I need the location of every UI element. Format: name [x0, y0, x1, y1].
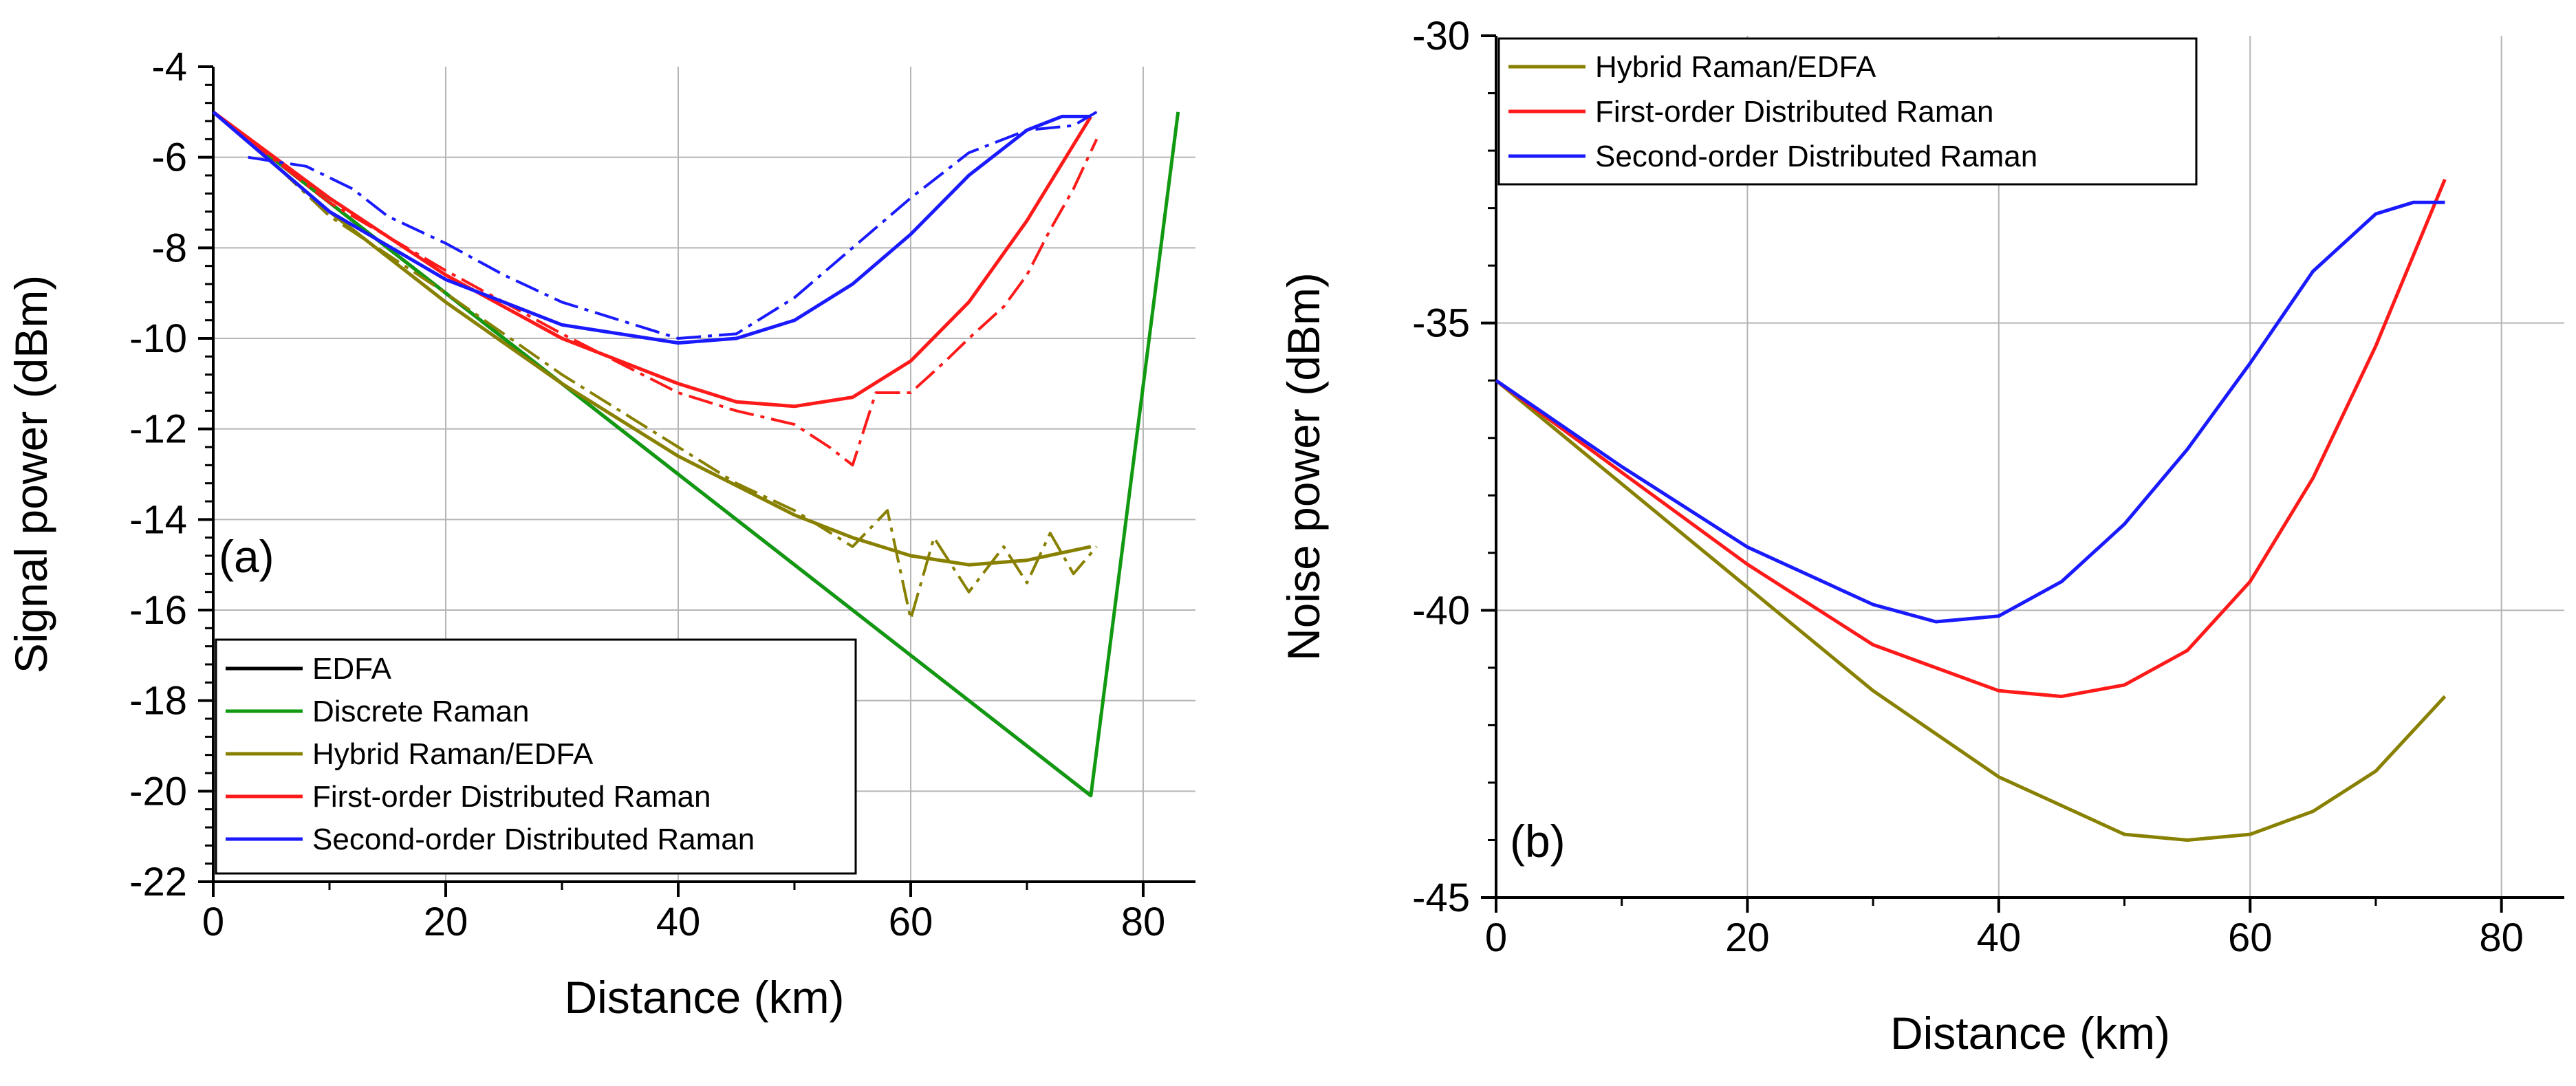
panel-a-y-tick-label: -10	[129, 316, 187, 361]
panel-a-legend-label-first-order-distributed-raman: First-order Distributed Raman	[312, 780, 711, 814]
panel-b-x-tick-label: 20	[1725, 915, 1770, 960]
panel-b-y-tick-label: -40	[1412, 588, 1470, 633]
panel-a-series-second-order-distributed-raman-measured	[248, 112, 1097, 338]
panel-b-legend-label-first-order-distributed-raman: First-order Distributed Raman	[1595, 95, 1994, 129]
panel-a-x-axis-title: Distance (km)	[564, 972, 844, 1023]
panel-b-y-tick-label: -35	[1412, 301, 1470, 346]
panel-b-y-tick-label: -45	[1412, 876, 1470, 920]
panel-b: 0 20 40 60 80 -45 -40 -35 -30 (b) Distance (km) Noi…	[1278, 14, 2564, 1058]
panel-a-y-tick-label: -14	[129, 497, 187, 542]
panel-b-series-second-order-distributed-raman	[1496, 202, 2445, 622]
chart-figure: 0 20 40 60 80 -22 -20 -18 -16 -14 -12 -10 -8 -6 -4 (a) D…	[0, 0, 2576, 1086]
panel-a-label: (a)	[219, 531, 274, 582]
panel-b-x-tick-label: 60	[2228, 915, 2273, 960]
panel-b-x-tick-label: 40	[1977, 915, 2022, 960]
panel-a-y-tick-label: -18	[129, 679, 187, 724]
panel-b-y-axis-title: Noise power (dBm)	[1278, 272, 1329, 661]
panel-a-y-tick-label: -20	[129, 769, 187, 814]
panel-a-x-tick-label: 20	[424, 900, 468, 944]
panel-b-y-tick-label: -30	[1412, 14, 1470, 58]
panel-a-y-axis-title: Signal power (dBm)	[6, 275, 56, 674]
panel-a-x-tick-label: 0	[202, 900, 224, 944]
panel-b-x-tick-label: 0	[1485, 915, 1507, 960]
panel-b-x-tick-label: 80	[2479, 915, 2524, 960]
panel-b-legend-label-second-order-distributed-raman: Second-order Distributed Raman	[1595, 140, 2037, 173]
panel-a-legend-label-hybrid-raman-edfa: Hybrid Raman/EDFA	[312, 737, 594, 771]
panel-a-x-tick-label: 60	[889, 900, 933, 944]
panel-a-y-tick-label: -22	[129, 860, 187, 904]
panel-a-x-tick-label: 80	[1121, 900, 1166, 944]
panel-a-y-tick-label: -4	[151, 45, 187, 89]
panel-a-y-tick-label: -12	[129, 407, 187, 452]
panel-a-legend-label-edfa: EDFA	[312, 652, 392, 686]
panel-a: 0 20 40 60 80 -22 -20 -18 -16 -14 -12 -10 -8 -6 -4 (a) D…	[6, 45, 1195, 1023]
panel-b-legend-label-hybrid-raman-edfa: Hybrid Raman/EDFA	[1595, 50, 1876, 84]
panel-b-label: (b)	[1510, 816, 1566, 867]
panel-a-legend-label-discrete-raman: Discrete Raman	[312, 695, 529, 728]
panel-a-y-tick-label: -6	[151, 135, 187, 180]
panel-a-x-tick-label: 40	[656, 900, 701, 944]
panel-a-series-first-order-distributed-raman	[213, 112, 1091, 406]
panel-a-legend-label-second-order-distributed-raman: Second-order Distributed Raman	[312, 823, 755, 856]
panel-a-y-tick-label: -16	[129, 588, 187, 633]
panel-b-x-axis-title: Distance (km)	[1890, 1008, 2170, 1058]
panel-a-y-tick-label: -8	[151, 226, 187, 270]
panel-a-series-hybrid-raman-edfa-measured	[248, 139, 1097, 619]
